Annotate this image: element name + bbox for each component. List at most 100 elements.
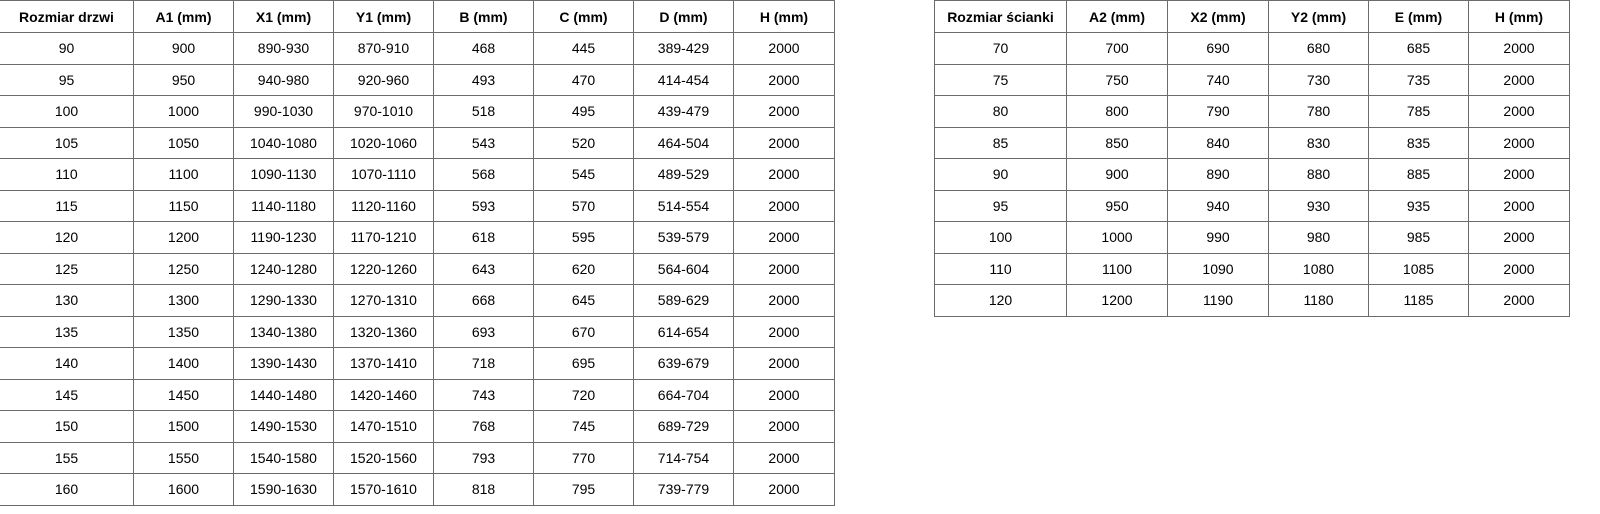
table-cell: 2000 xyxy=(733,158,835,191)
table-cell: 830 xyxy=(1268,126,1369,159)
table-cell: 105 xyxy=(0,126,134,159)
table-cell: 2000 xyxy=(733,378,835,411)
table-row: 120 1200 1190-1230 1170-1210 618 595 539-579 20… xyxy=(0,221,835,254)
table-cell: 2000 xyxy=(1468,252,1570,285)
table-cell: 2000 xyxy=(733,126,835,159)
table-cell: 543 xyxy=(433,126,534,159)
table-cell: 700 xyxy=(1066,32,1168,65)
table-cell: 1170-1210 xyxy=(333,221,434,254)
table-cell: 935 xyxy=(1368,189,1469,222)
table-cell: 2000 xyxy=(1468,63,1570,96)
table-cell: 1040-1080 xyxy=(233,126,334,159)
table-row: 100 1000 990-1030 970-1010 518 495 439-479 2000 xyxy=(0,95,835,128)
column-header: H (mm) xyxy=(1468,0,1570,33)
table-cell: 110 xyxy=(934,252,1067,285)
table-cell: 2000 xyxy=(733,315,835,348)
table-cell: 795 xyxy=(533,473,634,506)
table-cell: 593 xyxy=(433,189,534,222)
table-cell: 818 xyxy=(433,473,534,506)
table-row: 110 1100 1090 1080 1085 2000 xyxy=(934,252,1570,285)
column-header: Rozmiar drzwi xyxy=(0,0,134,33)
table-cell: 900 xyxy=(1066,158,1168,191)
table-cell: 1050 xyxy=(133,126,234,159)
table-row: 95 950 940 930 935 2000 xyxy=(934,189,1570,222)
table-cell: 130 xyxy=(0,284,134,317)
table-cell: 1100 xyxy=(1066,252,1168,285)
table-cell: 1340-1380 xyxy=(233,315,334,348)
table-cell: 714-754 xyxy=(633,441,734,474)
table-row: 100 1000 990 980 985 2000 xyxy=(934,221,1570,254)
table-cell: 1180 xyxy=(1268,284,1369,317)
table-cell: 740 xyxy=(1167,63,1269,96)
table-cell: 743 xyxy=(433,378,534,411)
header-row: Rozmiar ścianki A2 (mm) X2 (mm) Y2 (mm) E (m… xyxy=(934,0,1570,33)
table-cell: 2000 xyxy=(733,63,835,96)
table-cell: 890 xyxy=(1167,158,1269,191)
table-cell: 2000 xyxy=(733,410,835,443)
table-cell: 1320-1360 xyxy=(333,315,434,348)
wall-size-table: Rozmiar ścianki A2 (mm) X2 (mm) Y2 (mm) E (m… xyxy=(934,0,1570,317)
table-cell: 520 xyxy=(533,126,634,159)
table-cell: 2000 xyxy=(733,284,835,317)
table-row: 70 700 690 680 685 2000 xyxy=(934,32,1570,65)
table-cell: 1000 xyxy=(1066,221,1168,254)
table-row: 80 800 790 780 785 2000 xyxy=(934,95,1570,128)
table-cell: 990 xyxy=(1167,221,1269,254)
table-cell: 618 xyxy=(433,221,534,254)
table-cell: 793 xyxy=(433,441,534,474)
column-header: Rozmiar ścianki xyxy=(934,0,1067,33)
table-cell: 439-479 xyxy=(633,95,734,128)
table-cell: 1400 xyxy=(133,347,234,380)
table-cell: 690 xyxy=(1167,32,1269,65)
table-cell: 160 xyxy=(0,473,134,506)
table-row: 95 950 940-980 920-960 493 470 414-454 2000 xyxy=(0,63,835,96)
table-cell: 930 xyxy=(1268,189,1369,222)
table-cell: 595 xyxy=(533,221,634,254)
table-cell: 745 xyxy=(533,410,634,443)
table-row: 105 1050 1040-1080 1020-1060 543 520 464-504 20… xyxy=(0,126,835,159)
table-cell: 840 xyxy=(1167,126,1269,159)
table-cell: 645 xyxy=(533,284,634,317)
table-cell: 718 xyxy=(433,347,534,380)
table-cell: 115 xyxy=(0,189,134,222)
table-cell: 2000 xyxy=(1468,284,1570,317)
column-header: E (mm) xyxy=(1368,0,1469,33)
table-cell: 1520-1560 xyxy=(333,441,434,474)
table-cell: 1440-1480 xyxy=(233,378,334,411)
table-cell: 2000 xyxy=(733,32,835,65)
table-row: 150 1500 1490-1530 1470-1510 768 745 689-729 20… xyxy=(0,410,835,443)
table-cell: 1500 xyxy=(133,410,234,443)
table-cell: 1240-1280 xyxy=(233,252,334,285)
table-cell: 614-654 xyxy=(633,315,734,348)
table-cell: 518 xyxy=(433,95,534,128)
table-cell: 1200 xyxy=(1066,284,1168,317)
table-cell: 2000 xyxy=(733,252,835,285)
table-cell: 1000 xyxy=(133,95,234,128)
table-cell: 970-1010 xyxy=(333,95,434,128)
table-row: 135 1350 1340-1380 1320-1360 693 670 614-654 20… xyxy=(0,315,835,348)
table-cell: 568 xyxy=(433,158,534,191)
table-row: 125 1250 1240-1280 1220-1260 643 620 564-604 20… xyxy=(0,252,835,285)
table-cell: 545 xyxy=(533,158,634,191)
column-header: X1 (mm) xyxy=(233,0,334,33)
table-cell: 739-779 xyxy=(633,473,734,506)
table-cell: 2000 xyxy=(733,441,835,474)
table-cell: 1450 xyxy=(133,378,234,411)
table-cell: 1250 xyxy=(133,252,234,285)
table-cell: 940 xyxy=(1167,189,1269,222)
table-cell: 685 xyxy=(1368,32,1469,65)
table-row: 115 1150 1140-1180 1120-1160 593 570 514-554 20… xyxy=(0,189,835,222)
table-cell: 950 xyxy=(133,63,234,96)
table-cell: 1090-1130 xyxy=(233,158,334,191)
table-cell: 120 xyxy=(934,284,1067,317)
table-cell: 940-980 xyxy=(233,63,334,96)
table-cell: 620 xyxy=(533,252,634,285)
table-cell: 95 xyxy=(934,189,1067,222)
table-cell: 389-429 xyxy=(633,32,734,65)
table-row: 130 1300 1290-1330 1270-1310 668 645 589-629 20… xyxy=(0,284,835,317)
table-cell: 2000 xyxy=(733,473,835,506)
column-header: Y2 (mm) xyxy=(1268,0,1369,33)
table-cell: 589-629 xyxy=(633,284,734,317)
table-cell: 2000 xyxy=(733,347,835,380)
table-cell: 768 xyxy=(433,410,534,443)
